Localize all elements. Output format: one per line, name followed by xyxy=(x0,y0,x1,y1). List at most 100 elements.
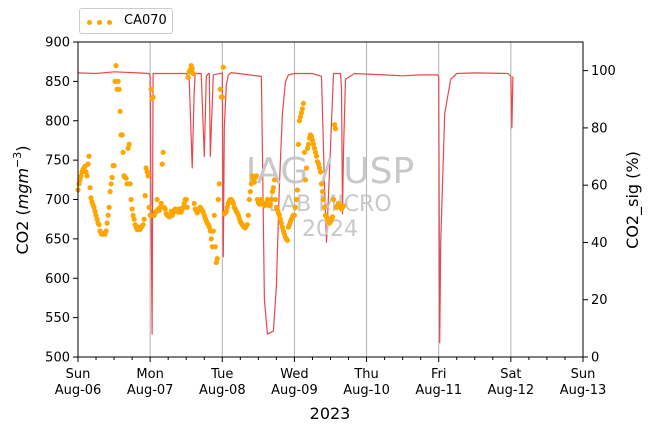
data-point xyxy=(84,173,90,179)
x-tick-label-date: Aug-06 xyxy=(55,383,102,398)
data-point xyxy=(104,220,110,226)
right-y-tick-label: 0 xyxy=(591,351,599,366)
data-point xyxy=(292,204,298,210)
data-point xyxy=(145,173,151,179)
data-point xyxy=(214,256,220,262)
data-point xyxy=(180,204,186,210)
left-y-tick-label: 500 xyxy=(45,351,70,366)
data-point xyxy=(217,86,223,92)
data-point xyxy=(181,200,187,206)
data-point xyxy=(295,141,301,147)
legend-label-ca070: CA070 xyxy=(124,13,167,28)
data-point xyxy=(303,165,310,171)
data-point xyxy=(116,86,122,92)
x-axis-label: 2023 xyxy=(310,404,351,423)
x-tick-label: Mon Aug-07 xyxy=(127,367,174,398)
data-point xyxy=(277,216,283,222)
data-point xyxy=(127,181,133,187)
data-point xyxy=(300,100,306,106)
data-point xyxy=(299,106,305,112)
data-point xyxy=(305,141,312,147)
data-point xyxy=(86,153,92,159)
data-point xyxy=(264,196,270,203)
data-point xyxy=(88,195,94,201)
data-point xyxy=(318,181,325,187)
left-y-tick-label: 800 xyxy=(45,114,70,129)
left-y-tick-label: 700 xyxy=(45,193,70,208)
data-point xyxy=(284,237,290,243)
left-y-label-unit: mgm xyxy=(13,168,32,209)
data-point xyxy=(77,177,83,183)
data-point xyxy=(251,179,257,185)
data-point xyxy=(319,189,326,195)
data-point xyxy=(159,161,165,167)
ca070-series xyxy=(75,63,347,266)
data-point xyxy=(213,259,219,266)
data-point xyxy=(131,216,137,222)
x-tick-label: Sat Aug-12 xyxy=(488,367,535,398)
data-point xyxy=(253,173,259,179)
x-tick-label: Tue Aug-08 xyxy=(199,367,246,398)
data-point xyxy=(211,212,217,218)
left-y-axis-ticks: 500 550 600 650 700 750 800 850 900 xyxy=(45,36,78,366)
x-tick-label-day: Sun xyxy=(571,367,596,382)
x-tick-label-date: Aug-09 xyxy=(271,383,318,398)
data-point xyxy=(315,161,322,167)
data-point xyxy=(105,212,111,218)
data-point xyxy=(206,224,212,230)
right-y-axis-ticks: 0 20 40 60 80 100 xyxy=(583,64,616,366)
data-point xyxy=(271,177,277,183)
right-y-tick-label: 60 xyxy=(591,179,608,194)
data-point xyxy=(150,94,156,100)
data-point xyxy=(129,206,135,212)
data-point xyxy=(96,222,102,228)
x-tick-label-date: Aug-10 xyxy=(343,383,390,398)
watermark-line-2: LAB MICRO xyxy=(268,192,391,217)
x-tick-label-date: Aug-08 xyxy=(199,383,246,398)
data-point xyxy=(297,114,303,120)
data-point xyxy=(119,132,125,138)
watermark: IAG / USP LAB MICRO 2024 xyxy=(246,151,414,242)
legend-marker xyxy=(86,20,116,26)
data-point xyxy=(85,161,91,167)
data-point xyxy=(92,208,98,214)
data-point xyxy=(108,181,114,187)
data-point xyxy=(269,189,275,195)
data-point xyxy=(291,212,297,218)
data-point xyxy=(184,204,190,210)
left-y-tick-label: 550 xyxy=(45,311,70,326)
data-point xyxy=(270,185,276,191)
data-point xyxy=(141,216,147,222)
x-tick-label-day: Mon xyxy=(136,367,163,382)
data-point xyxy=(143,165,149,171)
data-point xyxy=(332,126,339,132)
x-tick-label-date: Aug-07 xyxy=(127,383,174,398)
data-point xyxy=(247,189,253,195)
data-point xyxy=(245,212,251,218)
watermark-line-1: IAG / USP xyxy=(246,151,414,192)
x-tick-label-date: Aug-11 xyxy=(415,383,462,398)
data-point xyxy=(317,169,324,175)
data-point xyxy=(219,94,225,100)
data-point xyxy=(103,228,109,234)
data-point xyxy=(83,169,89,175)
left-y-tick-label: 750 xyxy=(45,154,70,169)
left-y-tick-label: 600 xyxy=(45,272,70,287)
data-point xyxy=(115,78,121,84)
right-y-axis-label: CO2_sig (%) xyxy=(623,151,643,249)
left-y-axis-label: CO2 (mgm−3) xyxy=(11,145,32,254)
data-point xyxy=(298,110,304,116)
data-point xyxy=(321,204,328,210)
right-y-tick-label: 80 xyxy=(591,121,608,136)
data-point xyxy=(191,200,197,206)
data-point xyxy=(320,196,327,203)
x-tick-label-day: Tue xyxy=(210,367,233,382)
data-point xyxy=(244,222,250,228)
data-point xyxy=(78,173,84,179)
data-point xyxy=(140,222,146,228)
data-point xyxy=(312,149,319,155)
data-point xyxy=(309,137,316,143)
left-y-label-exp: −3 xyxy=(11,152,24,168)
data-point xyxy=(340,203,347,209)
data-point xyxy=(190,70,196,77)
